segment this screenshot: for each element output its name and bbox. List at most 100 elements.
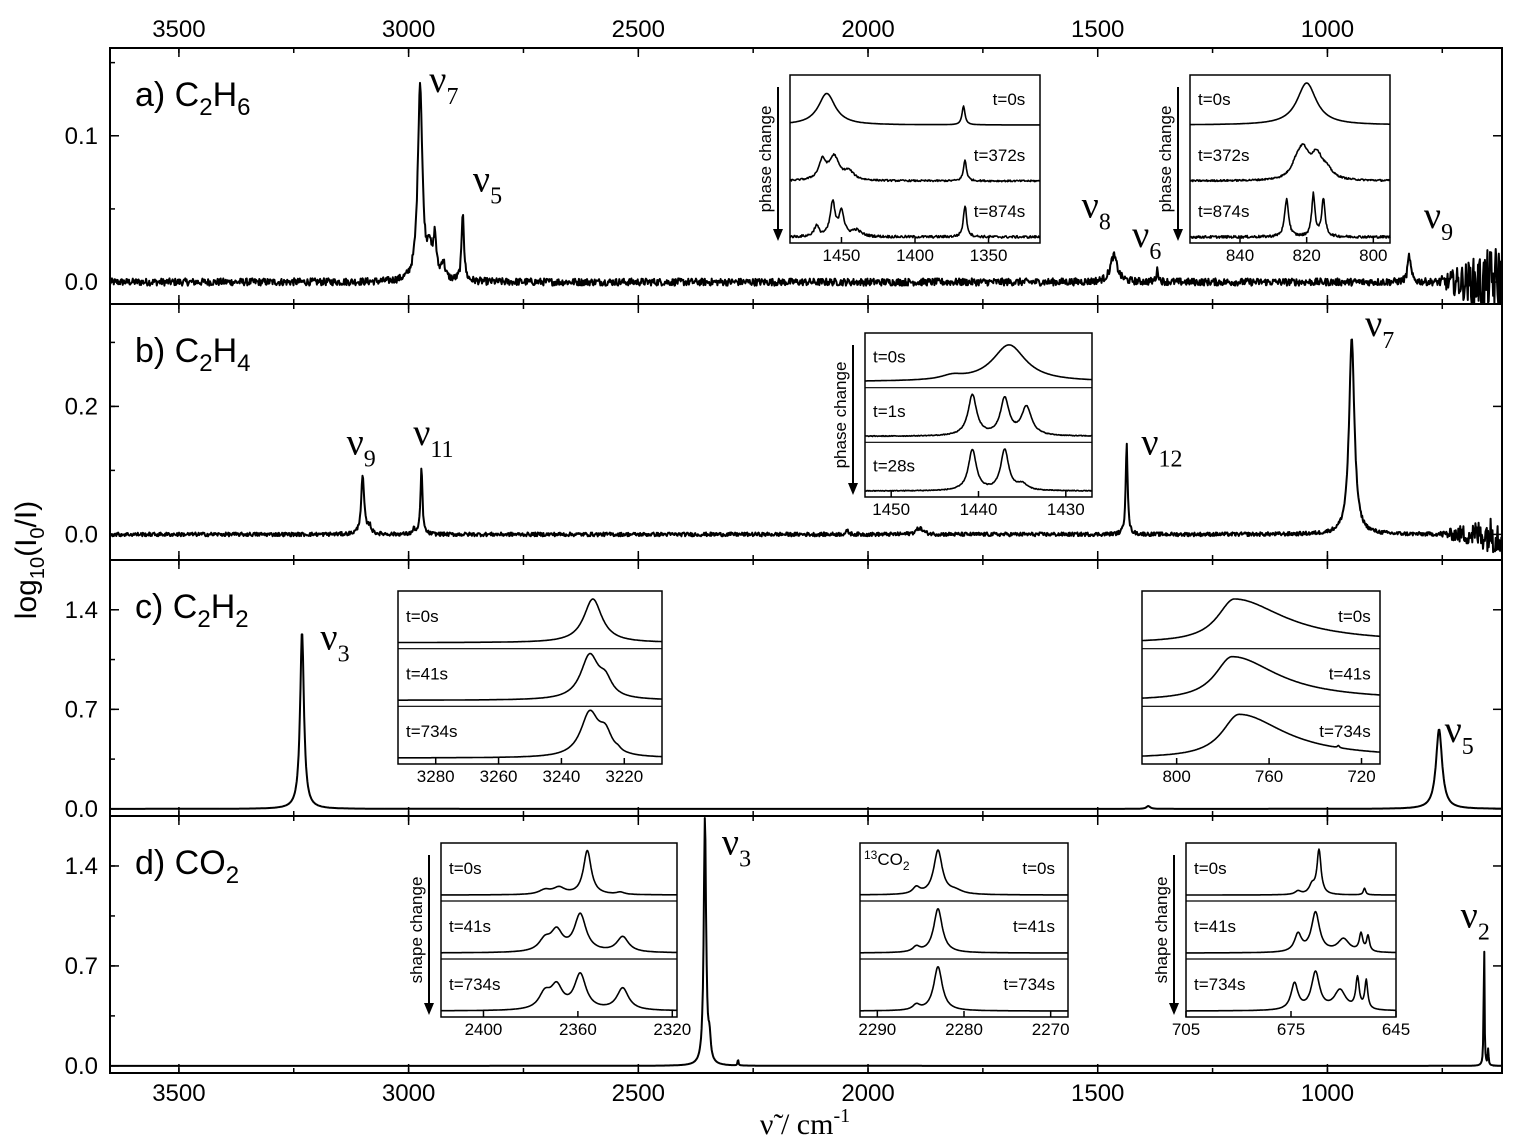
inset-trace [440, 849, 678, 896]
inset: t=0s t=41s t=734s 2290 2280 2270 13CO2 [858, 842, 1070, 1039]
inset-tick-label: 800 [1359, 246, 1387, 265]
inset-trace [859, 849, 1069, 896]
inset-trace-label: t=0s [449, 859, 482, 878]
x-tick-label-top: 3500 [152, 16, 205, 43]
peak-annotation: ν3 [722, 822, 751, 873]
inset-trace [864, 448, 1093, 492]
inset-trace-label: t=0s [1194, 859, 1227, 878]
inset-trace-label: t=734s [449, 975, 501, 994]
inset-trace [1141, 598, 1381, 642]
inset-trace-label: t=734s [1003, 975, 1055, 994]
inset-tick-label: 2320 [653, 1020, 691, 1039]
inset-trace [1189, 191, 1391, 239]
inset-trace-label: t=734s [406, 722, 458, 741]
panel-label: c) C2H2 [135, 588, 249, 633]
x-tick-label-top: 1500 [1071, 16, 1124, 43]
inset-trace-label: t=41s [1013, 917, 1055, 936]
peak-annotation: ν7 [1365, 303, 1394, 354]
peak-annotation: ν7 [429, 59, 458, 110]
inset-trace [440, 912, 678, 954]
inset-tick-label: 1350 [970, 246, 1008, 265]
panel-label: d) CO2 [135, 844, 239, 889]
panels-layer: 0.0 0.1 a) C2H6 ν7 ν5 ν8 ν6 ν9 t=0s t=372s t=874s 1… [65, 47, 1503, 1080]
y-axis-label: log10(I0/I) [10, 501, 49, 619]
peak-annotation: ν8 [1082, 185, 1111, 236]
panel-d: 0.0 0.7 1.4 d) CO2 ν3 ν2 t=0s t=41s t=734s 2400 23… [65, 815, 1503, 1080]
peak-annotation: ν9 [347, 421, 376, 472]
inset-trace [1189, 82, 1391, 126]
inset: t=0s t=41s t=734s 800 760 720 [1141, 590, 1381, 786]
inset-tick-label: 1400 [896, 246, 934, 265]
x-tick-label-top: 1000 [1301, 16, 1354, 43]
inset-trace-label: t=0s [1198, 90, 1231, 109]
inset-trace [397, 652, 663, 701]
y-tick-label: 0.0 [65, 796, 98, 823]
inset-frame [397, 590, 663, 765]
panel-a: 0.0 0.1 a) C2H6 ν7 ν5 ν8 ν6 ν9 t=0s t=372s t=874s 1… [65, 47, 1503, 305]
x-tick-label-bottom: 2500 [612, 1080, 665, 1107]
peak-annotation: ν5 [1445, 709, 1474, 760]
inset: t=0s t=41s t=734s 705 675 645 shape change [1152, 842, 1410, 1039]
inset-tick-label: 760 [1255, 767, 1283, 786]
inset-trace-label: t=874s [974, 202, 1026, 221]
inset-trace-label: t=372s [1198, 146, 1250, 165]
inset-trace [1189, 143, 1391, 183]
inset-trace [1185, 848, 1397, 896]
inset-tick-label: 3220 [605, 767, 643, 786]
inset: t=0s t=1s t=28s 1450 1440 1430 phase change [831, 332, 1093, 519]
inset-trace [1185, 970, 1397, 1012]
inset-tick-label: 705 [1172, 1020, 1200, 1039]
inset-tick-label: 2290 [858, 1020, 896, 1039]
inset-tick-label: 1440 [960, 500, 998, 519]
inset-trace [1141, 655, 1381, 699]
inset-tick-label: 820 [1292, 246, 1320, 265]
inset-frame [1141, 590, 1381, 765]
side-arrow-head [424, 1003, 434, 1015]
inset-trace-label: t=28s [873, 457, 915, 476]
inset-tick-label: 840 [1226, 246, 1254, 265]
inset: t=0s t=372s t=874s 840 820 800 phase change [1156, 74, 1391, 265]
x-tick-label-bottom: 3500 [152, 1080, 205, 1107]
inset-trace-label: t=874s [1198, 202, 1250, 221]
y-tick-label: 0.1 [65, 123, 98, 150]
peak-annotation: ν12 [1141, 421, 1182, 472]
y-tick-label: 0.2 [65, 393, 98, 420]
inset-tick-label: 645 [1382, 1020, 1410, 1039]
peak-annotation: ν6 [1132, 214, 1161, 265]
inset-frame [1189, 74, 1391, 244]
panel-frame [109, 815, 1503, 1074]
inset-trace-label: t=0s [873, 347, 906, 366]
inset-trace-label: t=41s [1329, 665, 1371, 684]
inset-trace-label: t=372s [974, 146, 1026, 165]
inset-tick-label: 2280 [945, 1020, 983, 1039]
side-arrow-head [1173, 229, 1183, 241]
inset-trace [1185, 910, 1397, 954]
inset-side-label: phase change [756, 106, 775, 213]
inset-trace-label: t=41s [449, 917, 491, 936]
inset-trace-label: t=41s [406, 665, 448, 684]
inset-trace [864, 393, 1093, 438]
y-tick-label: 0.7 [65, 696, 98, 723]
inset: t=0s t=372s t=874s 1450 1400 1350 phase change [756, 74, 1041, 265]
inset-trace [789, 199, 1041, 239]
inset-tick-label: 2400 [465, 1020, 503, 1039]
y-tick-label: 0.0 [65, 269, 98, 296]
inset-frame [1185, 842, 1397, 1018]
inset-trace [864, 344, 1093, 382]
inset-trace [859, 908, 1069, 954]
side-arrow-head [848, 483, 858, 495]
panel-b: 0.0 0.2 b) C2H4 ν9 ν11 ν12 ν7 t=0s t=1s t=28s 1450… [65, 303, 1503, 561]
x-tick-label-bottom: 3000 [382, 1080, 435, 1107]
inset: t=0s t=41s t=734s 3280 3260 3240 3220 [397, 590, 663, 786]
side-arrow-head [1169, 1003, 1179, 1015]
x-axis: 3500 3500 3000 3000 2500 2500 2000 2000 1500 1500… [152, 16, 1354, 1137]
inset-trace-label: t=1s [873, 402, 906, 421]
inset: t=0s t=41s t=734s 2400 2360 2320 shape change [407, 842, 691, 1039]
inset-trace [1141, 713, 1381, 757]
y-tick-label: 0.7 [65, 953, 98, 980]
inset-side-label: phase change [1156, 106, 1175, 213]
inset-tick-label: 675 [1277, 1020, 1305, 1039]
inset-tick-label: 720 [1347, 767, 1375, 786]
y-tick-label: 1.4 [65, 597, 98, 624]
spectrum-line [109, 633, 1503, 810]
